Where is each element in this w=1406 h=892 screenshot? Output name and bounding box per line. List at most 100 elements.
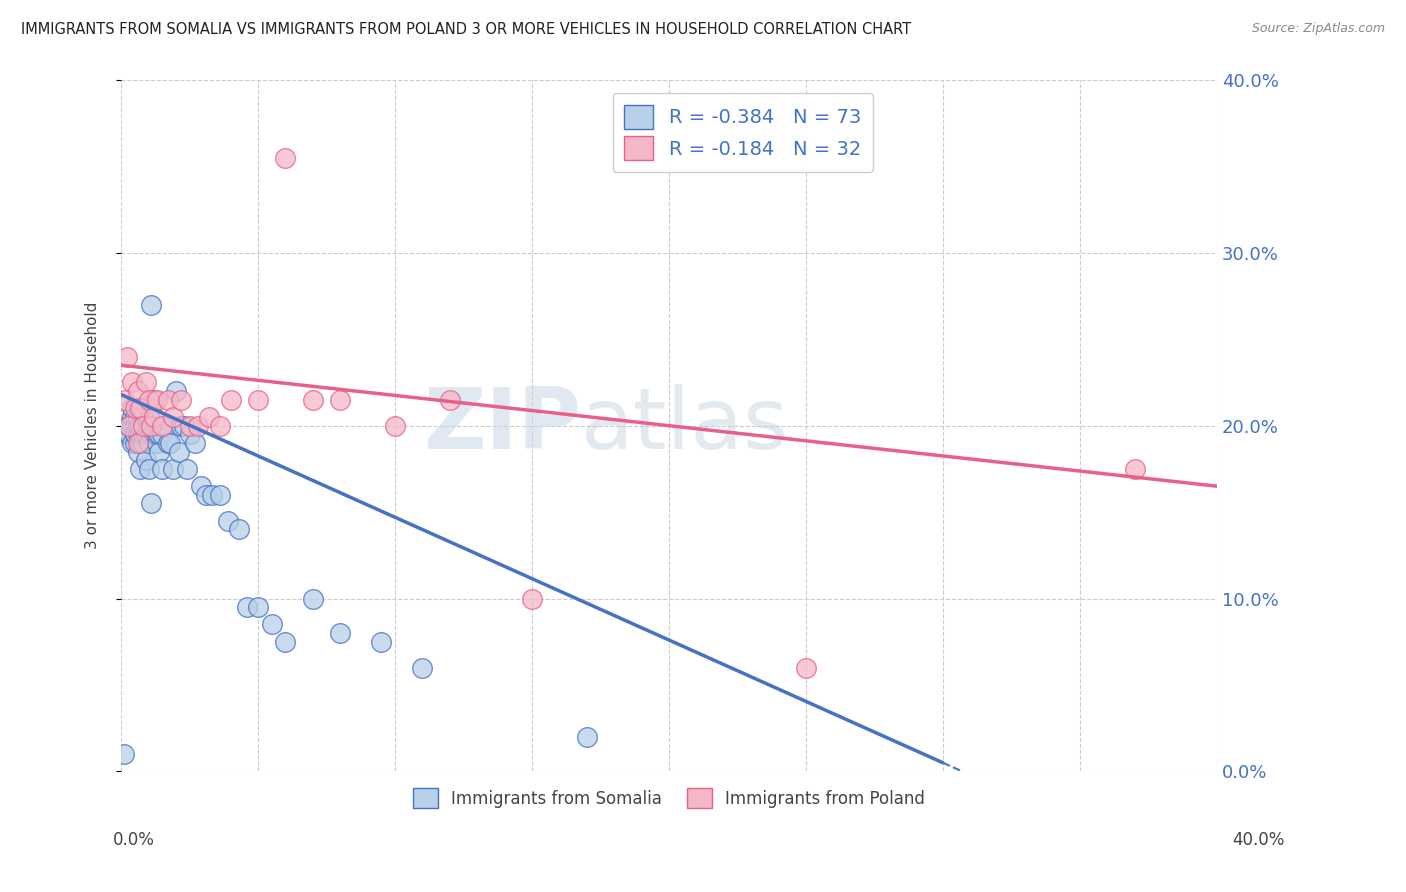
Point [138, 418, 160, 433]
Point [127, 436, 149, 450]
Point [187, 418, 209, 433]
Point [411, 661, 433, 675]
Point [200, 488, 222, 502]
Point [179, 427, 201, 442]
Point [127, 410, 149, 425]
Point [228, 522, 250, 536]
Point [575, 730, 598, 744]
Point [162, 410, 184, 425]
Point [170, 418, 193, 433]
Point [135, 418, 157, 433]
Point [129, 418, 152, 433]
Point [118, 427, 141, 442]
Point [121, 376, 143, 390]
Point [1123, 462, 1146, 476]
Point [156, 436, 179, 450]
Point [156, 392, 179, 407]
Point [150, 427, 173, 442]
Point [129, 462, 152, 476]
Point [124, 418, 146, 433]
Point [129, 436, 152, 450]
Point [329, 392, 352, 407]
Point [124, 410, 146, 425]
Point [384, 418, 406, 433]
Point [184, 436, 207, 450]
Y-axis label: 3 or more Vehicles in Household: 3 or more Vehicles in Household [86, 302, 100, 549]
Point [129, 401, 152, 416]
Point [138, 436, 160, 450]
Point [167, 444, 190, 458]
Point [143, 427, 166, 442]
Point [127, 401, 149, 416]
Point [195, 488, 218, 502]
Point [236, 600, 259, 615]
Text: atlas: atlas [581, 384, 789, 467]
Point [121, 410, 143, 425]
Point [127, 384, 149, 398]
Point [274, 634, 297, 648]
Point [135, 376, 157, 390]
Point [115, 418, 138, 433]
Point [260, 617, 283, 632]
Point [121, 401, 143, 416]
Point [274, 151, 297, 165]
Point [208, 418, 231, 433]
Point [173, 418, 195, 433]
Point [197, 410, 219, 425]
Point [121, 436, 143, 450]
Point [141, 496, 163, 510]
Point [145, 427, 167, 442]
Point [148, 444, 170, 458]
Point [112, 747, 135, 761]
Point [129, 427, 152, 442]
Point [127, 418, 149, 433]
Point [112, 392, 135, 407]
Point [135, 427, 157, 442]
Point [520, 591, 543, 606]
Point [439, 392, 461, 407]
Point [150, 462, 173, 476]
Point [138, 410, 160, 425]
Point [143, 410, 166, 425]
Point [132, 418, 155, 433]
Point [165, 384, 187, 398]
Point [162, 462, 184, 476]
Point [127, 444, 149, 458]
Point [329, 626, 352, 640]
Point [115, 427, 138, 442]
Point [132, 427, 155, 442]
Point [794, 661, 817, 675]
Point [124, 427, 146, 442]
Point [219, 392, 242, 407]
Point [145, 392, 167, 407]
Point [135, 453, 157, 467]
Point [124, 427, 146, 442]
Text: Source: ZipAtlas.com: Source: ZipAtlas.com [1251, 22, 1385, 36]
Point [118, 418, 141, 433]
Point [141, 298, 163, 312]
Point [118, 427, 141, 442]
Point [208, 488, 231, 502]
Point [153, 418, 176, 433]
Text: ZIP: ZIP [423, 384, 581, 467]
Point [302, 392, 325, 407]
Point [170, 392, 193, 407]
Point [159, 436, 181, 450]
Legend: Immigrants from Somalia, Immigrants from Poland: Immigrants from Somalia, Immigrants from… [406, 781, 932, 815]
Point [145, 436, 167, 450]
Point [115, 350, 138, 364]
Point [143, 392, 166, 407]
Point [148, 427, 170, 442]
Point [141, 418, 163, 433]
Point [127, 427, 149, 442]
Text: IMMIGRANTS FROM SOMALIA VS IMMIGRANTS FROM POLAND 3 OR MORE VEHICLES IN HOUSEHOL: IMMIGRANTS FROM SOMALIA VS IMMIGRANTS FR… [21, 22, 911, 37]
Point [302, 591, 325, 606]
Point [179, 418, 201, 433]
Point [247, 392, 270, 407]
Point [247, 600, 270, 615]
Point [176, 462, 198, 476]
Text: 0.0%: 0.0% [112, 831, 155, 849]
Point [124, 436, 146, 450]
Point [138, 462, 160, 476]
Point [150, 418, 173, 433]
